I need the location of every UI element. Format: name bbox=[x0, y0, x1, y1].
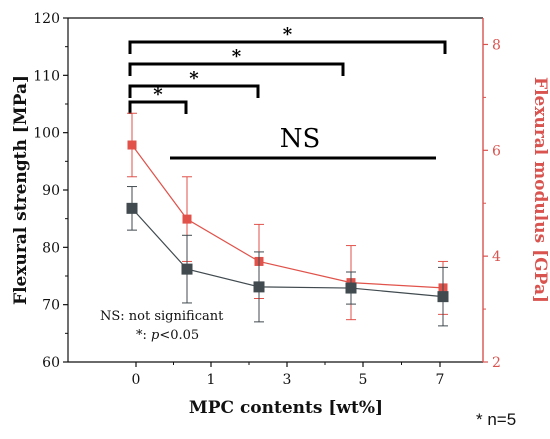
ns-note: NS: not significant bbox=[100, 309, 224, 324]
right-tick-label: 6 bbox=[492, 143, 501, 159]
series-left bbox=[126, 186, 449, 327]
left-tick-label: 60 bbox=[42, 355, 60, 371]
significance-bracket bbox=[128, 40, 447, 54]
x-tick-label: 0 bbox=[132, 372, 141, 388]
x-axis: 0 1 3 5 7 bbox=[132, 362, 445, 388]
significance-bracket bbox=[128, 62, 345, 76]
p-note-italic: p bbox=[151, 328, 160, 343]
n-note: * n=5 bbox=[476, 410, 516, 429]
x-tick-label: 7 bbox=[436, 372, 445, 388]
right-tick-label: 8 bbox=[492, 37, 501, 53]
significance-brackets: * * * * NS bbox=[128, 24, 447, 160]
data-point bbox=[126, 202, 138, 214]
right-axis: 2 4 6 8 bbox=[483, 37, 501, 371]
left-axis: 60 70 80 90 100 110 120 bbox=[33, 11, 68, 371]
data-point bbox=[437, 291, 449, 303]
data-point bbox=[127, 140, 137, 150]
ns-label: NS bbox=[280, 124, 321, 154]
left-tick-label: 100 bbox=[33, 126, 60, 142]
data-point bbox=[181, 263, 193, 275]
series-line bbox=[131, 207, 444, 298]
x-tick-label: 3 bbox=[283, 372, 292, 388]
significance-bracket bbox=[128, 84, 260, 98]
p-note: *: p<0.05 bbox=[136, 328, 199, 343]
x-tick-label: 5 bbox=[359, 372, 368, 388]
x-axis-label: MPC contents [wt%] bbox=[189, 398, 383, 418]
p-note-suffix: <0.05 bbox=[159, 328, 199, 343]
series-line bbox=[131, 144, 444, 289]
left-tick-label: 70 bbox=[42, 298, 60, 314]
x-tick-label: 1 bbox=[207, 372, 216, 388]
significance-star: * bbox=[283, 24, 293, 45]
significance-bracket bbox=[128, 100, 188, 114]
series-layer bbox=[126, 112, 449, 327]
significance-star: * bbox=[232, 46, 242, 67]
left-tick-label: 80 bbox=[42, 240, 60, 256]
left-tick-label: 110 bbox=[33, 68, 60, 84]
y-axis-label-right: Flexural modulus [GPa] bbox=[530, 77, 550, 303]
data-point bbox=[345, 282, 357, 294]
data-point bbox=[253, 281, 265, 293]
p-note-prefix: *: bbox=[136, 328, 151, 343]
left-tick-label: 120 bbox=[33, 11, 60, 27]
left-tick-label: 90 bbox=[42, 183, 60, 199]
y-axis-label-left: Flexural strength [MPa] bbox=[11, 75, 31, 305]
significance-star: * bbox=[153, 84, 163, 105]
right-tick-label: 2 bbox=[492, 355, 501, 371]
significance-star: * bbox=[189, 68, 199, 89]
right-tick-label: 4 bbox=[492, 249, 501, 265]
data-point bbox=[182, 214, 192, 224]
